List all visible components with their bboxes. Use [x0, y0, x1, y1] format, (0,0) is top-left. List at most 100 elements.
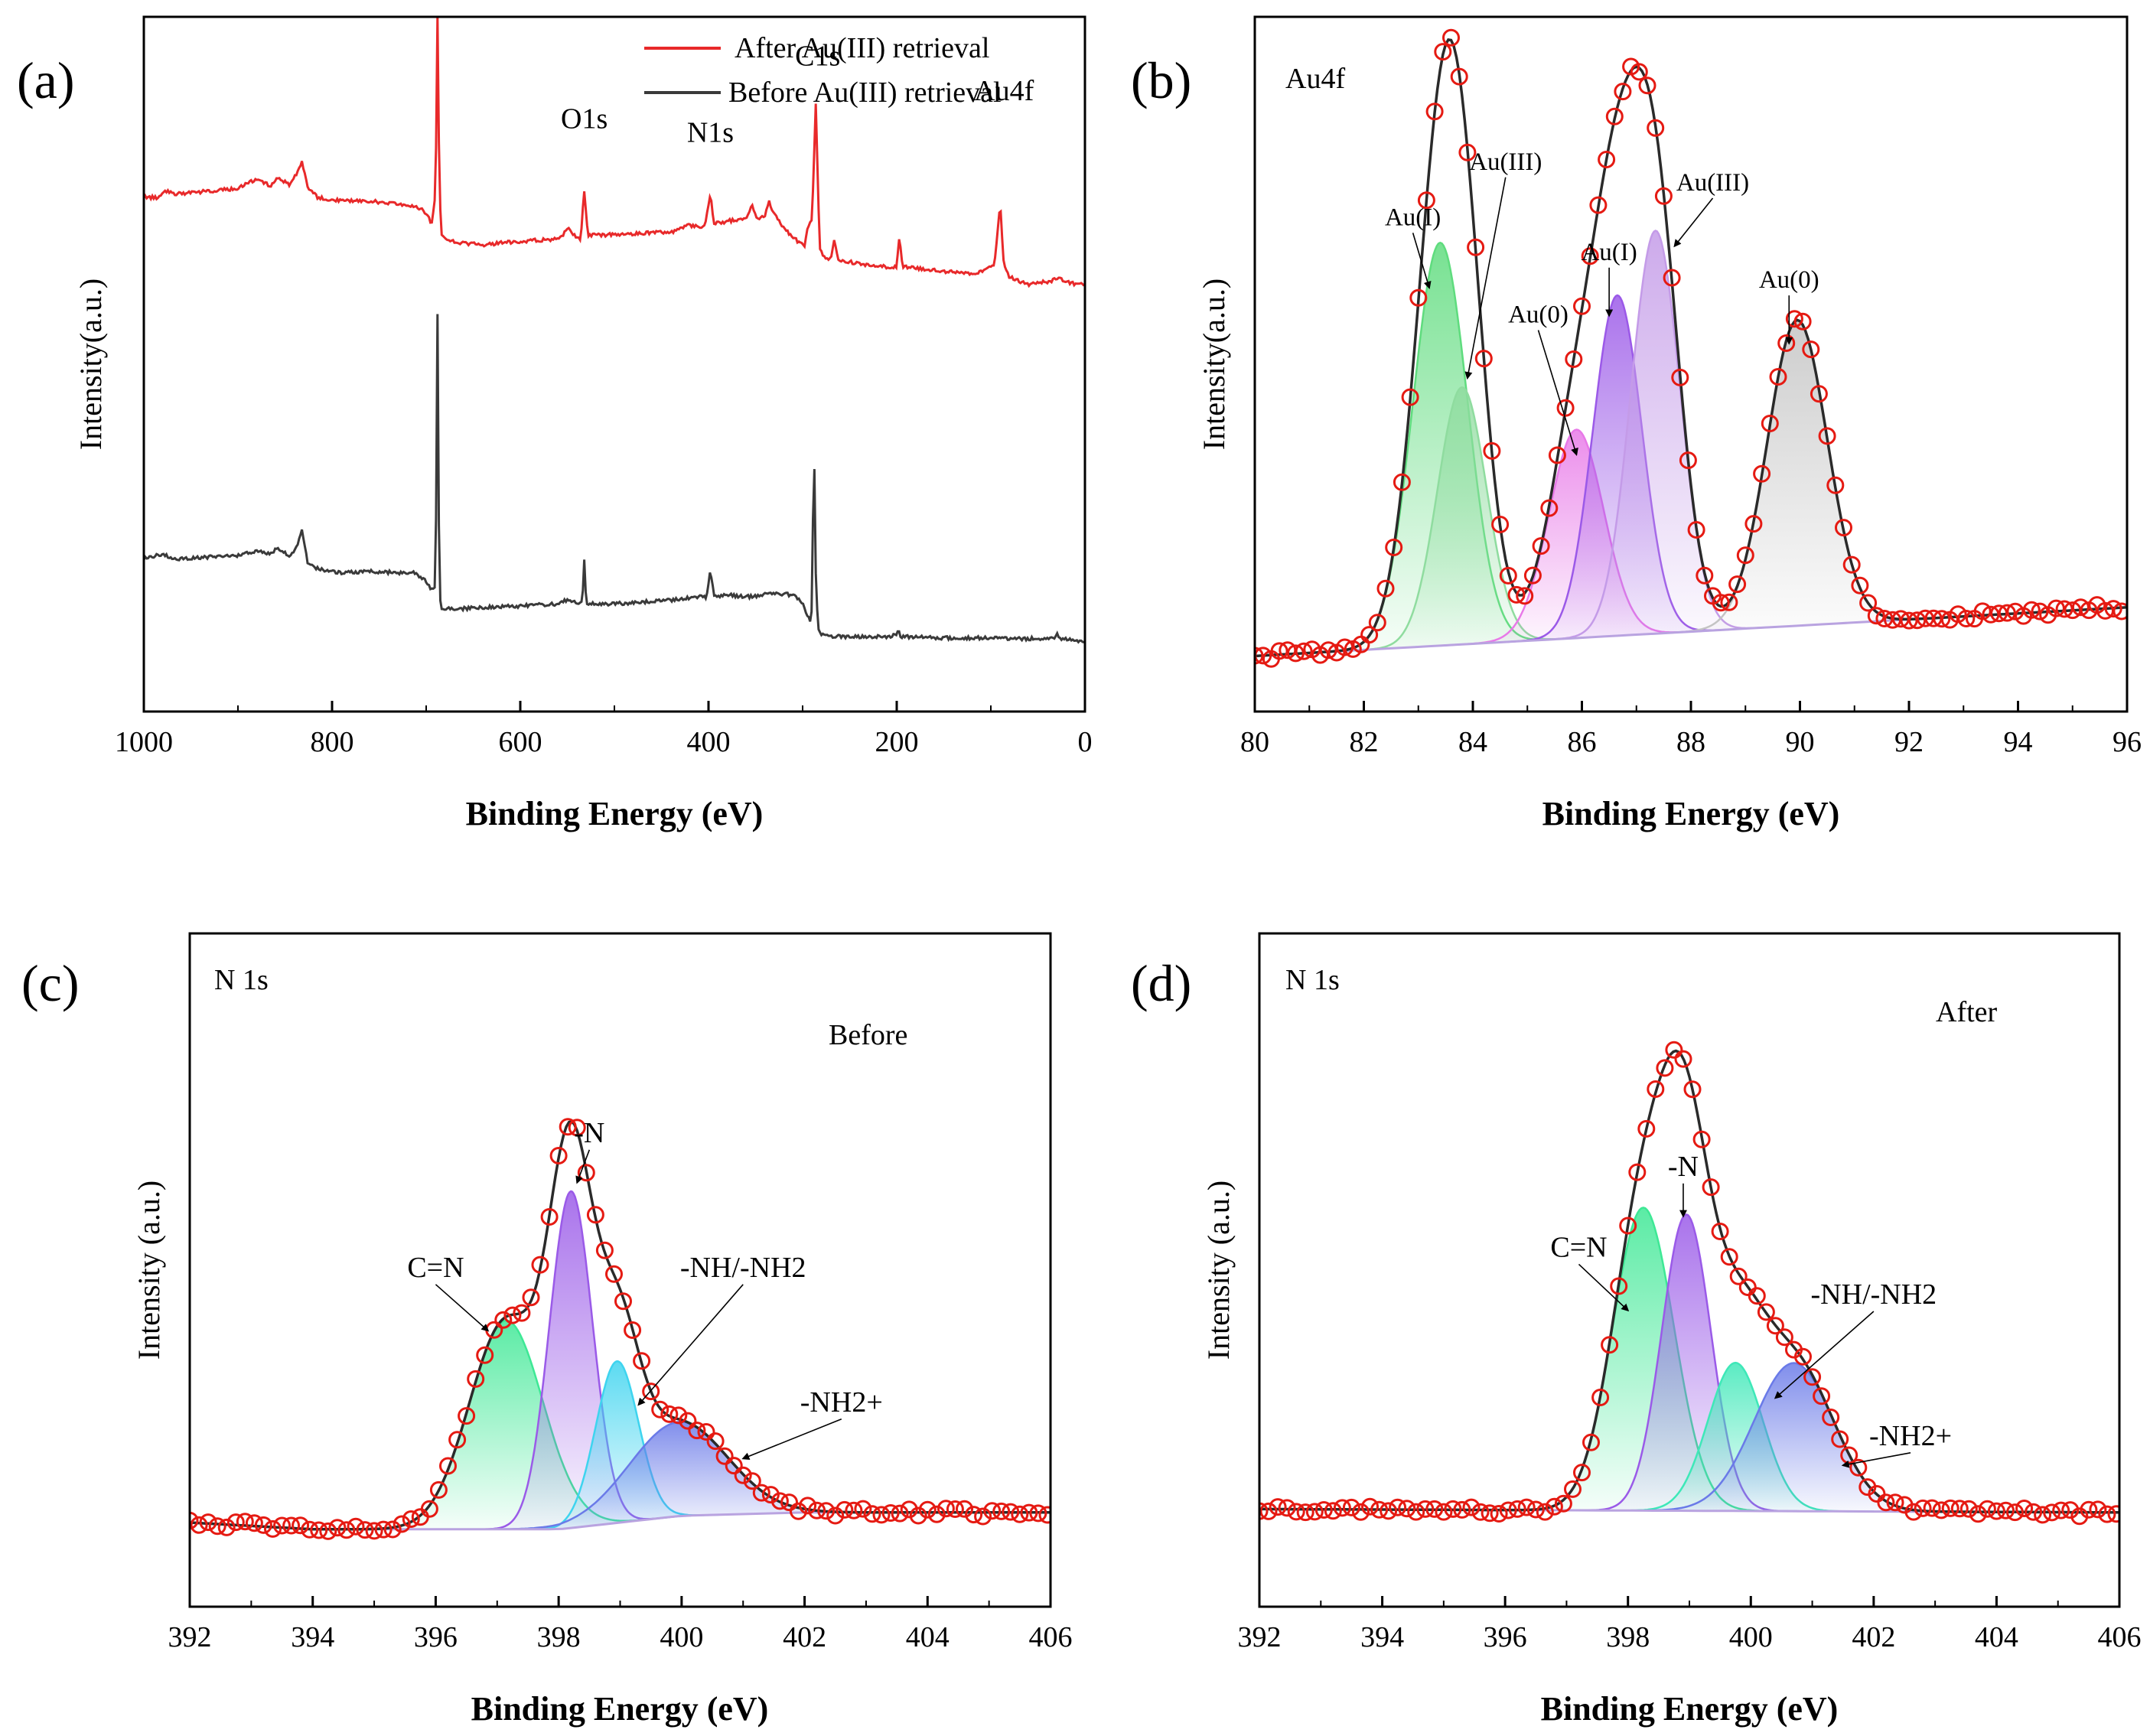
data-point [2071, 598, 2090, 617]
data-point [1467, 238, 1485, 256]
peak-label: Au(I) [1385, 204, 1441, 231]
peak-label: Au4f [974, 75, 1034, 107]
data-point [1957, 610, 1976, 627]
data-point [190, 1511, 199, 1529]
data-point [1435, 1503, 1453, 1521]
component-peak-fill [321, 1321, 691, 1529]
data-point [1818, 427, 1836, 445]
x-tick-label: 394 [1360, 1621, 1404, 1653]
data-point [660, 1405, 679, 1423]
x-tick-label: 84 [1458, 726, 1487, 758]
data-point [918, 1500, 937, 1519]
panel-c-condition-label: Before [829, 1019, 907, 1051]
legend-label-after: After Au(III) retrieval [735, 32, 989, 64]
data-point [1969, 1505, 1987, 1523]
x-tick-label: 394 [291, 1621, 334, 1653]
peak-label-arrow [575, 1149, 591, 1184]
panel-c-y-axis-title: Intensity (a.u.) [132, 1181, 166, 1360]
data-point [1849, 1458, 1868, 1477]
data-point [2061, 1501, 2080, 1519]
x-tick-label: 400 [660, 1621, 703, 1653]
panel-b-letter: (b) [1131, 51, 1191, 109]
data-point [549, 1147, 568, 1164]
data-point [1728, 575, 1747, 594]
data-point [863, 1505, 881, 1523]
data-point [1720, 593, 1738, 611]
x-tick-label: 402 [783, 1621, 826, 1653]
peak-label: C1s [795, 41, 840, 73]
data-point [1385, 539, 1403, 556]
data-point [927, 1505, 946, 1523]
data-point [420, 1500, 438, 1518]
data-point [1401, 388, 1419, 406]
data-point [1793, 312, 1812, 331]
data-point [1647, 1080, 1665, 1098]
data-point [1851, 576, 1869, 594]
peak-label: Au(III) [1469, 148, 1542, 176]
component-peak-fill [463, 1191, 679, 1529]
data-point [1794, 1347, 1812, 1366]
data-point [614, 1292, 632, 1311]
data-point [1813, 1387, 1831, 1405]
data-point [1483, 441, 1501, 460]
data-point [595, 1241, 614, 1259]
panel-a-x-axis-title: Binding Energy (eV) [466, 795, 764, 832]
data-point [1409, 288, 1428, 307]
data-point [1711, 1223, 1729, 1240]
data-point [624, 1321, 642, 1339]
peak-label: -NH2+ [1869, 1420, 1952, 1452]
data-point [1647, 119, 1665, 137]
peak-label: Au(I) [1581, 239, 1637, 266]
data-point [199, 1513, 217, 1532]
data-point [1654, 187, 1673, 205]
data-point [383, 1520, 402, 1539]
data-point [1352, 1503, 1370, 1521]
panel-c-plot-area [190, 1118, 1051, 1540]
data-point [1679, 451, 1697, 470]
data-point [956, 1500, 973, 1518]
data-point [1831, 1430, 1849, 1448]
data-point [2015, 1500, 2034, 1517]
data-point [605, 1265, 623, 1283]
panel-d-y-axis-title: Intensity (a.u.) [1201, 1181, 1236, 1360]
panel-b-title: Au4f [1285, 63, 1345, 95]
data-point [1516, 587, 1534, 605]
data-point [1360, 626, 1379, 644]
panel-c-letter: (c) [21, 954, 79, 1012]
peak-label: C=N [407, 1252, 464, 1284]
data-point [1573, 297, 1591, 315]
panel-d-letter: (d) [1131, 954, 1191, 1012]
data-point [1376, 579, 1395, 598]
data-point [688, 1422, 706, 1440]
data-point [1766, 1317, 1784, 1335]
data-point [909, 1506, 927, 1525]
data-point [1336, 638, 1354, 656]
data-point [854, 1500, 872, 1518]
data-point [1982, 605, 2000, 624]
data-point [1702, 1178, 1720, 1197]
data-point [226, 1513, 245, 1532]
peak-label-arrow [435, 1284, 490, 1332]
data-point [642, 1383, 660, 1401]
data-point [282, 1516, 301, 1535]
data-point [1507, 585, 1526, 604]
peak-label-arrow [1673, 197, 1714, 248]
panel-d-x-axis-title: Binding Energy (eV) [1541, 1690, 1839, 1728]
peak-label-arrow [741, 1418, 842, 1461]
data-point [743, 1472, 761, 1490]
data-point [1605, 107, 1624, 125]
data-point [568, 1119, 586, 1137]
x-tick-label: 398 [1606, 1621, 1650, 1653]
peak-label: -N [574, 1117, 604, 1149]
data-point [1757, 1303, 1775, 1321]
x-tick-label: 96 [2113, 726, 2142, 758]
data-point [1319, 641, 1337, 660]
peak-label: -NH/-NH2 [1811, 1278, 1937, 1311]
data-point [2025, 1503, 2043, 1521]
panel-a: (a) F1s O1s N1s C1s Au4f Intensity(a.u.) Bin… [17, 0, 1093, 832]
data-point [347, 1517, 365, 1536]
data-point [365, 1522, 383, 1540]
component-peak-fill [509, 1361, 725, 1529]
peak-label-arrow [637, 1284, 744, 1406]
